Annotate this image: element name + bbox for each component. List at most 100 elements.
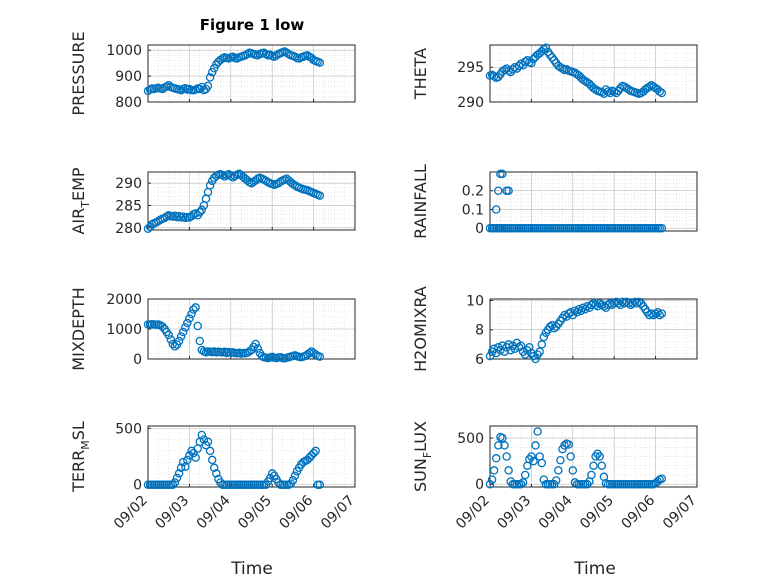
- series: [485, 169, 667, 233]
- data-point: [315, 58, 325, 67]
- data-point: [504, 186, 513, 195]
- y-axis-label: SUNFLUX: [411, 421, 434, 492]
- data-point: [539, 44, 549, 54]
- data-point: [527, 452, 536, 461]
- y-tick-label: 500: [115, 421, 142, 437]
- x-tick-label: 09/04: [536, 492, 576, 532]
- data-point: [603, 87, 613, 96]
- y-tick-label: 0.1: [462, 202, 484, 218]
- data-point: [645, 310, 654, 320]
- data-point: [498, 433, 507, 443]
- data-point: [504, 223, 513, 233]
- data-point: [537, 458, 547, 468]
- data-point: [533, 427, 542, 436]
- x-tick-label: 09/05: [235, 493, 275, 533]
- data-point: [162, 82, 171, 91]
- x-tick-label: 09/05: [577, 493, 617, 533]
- data-point: [170, 342, 180, 351]
- data-point: [207, 455, 217, 465]
- data-point: [178, 327, 188, 337]
- data-point: [514, 61, 524, 71]
- data-point: [609, 87, 619, 96]
- data-point: [199, 435, 209, 444]
- data-point: [197, 430, 207, 440]
- data-point: [655, 87, 664, 96]
- y-tick-label: 0: [133, 478, 142, 494]
- y-axis-label: PRESSURE: [69, 31, 88, 115]
- data-point: [203, 437, 213, 447]
- data-point: [491, 454, 501, 463]
- data-point: [489, 344, 499, 354]
- data-point: [504, 66, 513, 75]
- data-point: [494, 186, 503, 195]
- data-point: [290, 471, 300, 480]
- data-point: [657, 223, 667, 233]
- y-tick-label: 285: [115, 198, 142, 214]
- data-point: [520, 350, 530, 359]
- data-point: [205, 181, 215, 190]
- data-point: [609, 299, 619, 308]
- y-axis-label: THETA: [411, 48, 430, 100]
- data-point: [209, 463, 219, 473]
- data-point: [253, 344, 262, 353]
- x-axis-label-right: Time: [573, 559, 616, 579]
- data-point: [500, 347, 509, 356]
- data-point: [164, 330, 173, 340]
- axes-frame: [147, 171, 356, 231]
- data-point: [516, 59, 526, 69]
- data-point: [500, 441, 509, 450]
- x-tick-label: 09/03: [152, 493, 192, 533]
- data-point: [245, 347, 254, 356]
- y-tick-label: 10: [466, 293, 484, 309]
- data-point: [251, 339, 260, 349]
- y-tick-label: 500: [457, 431, 484, 447]
- data-point: [178, 212, 188, 221]
- data-point: [537, 340, 547, 349]
- data-point: [551, 476, 561, 485]
- series: [485, 43, 667, 98]
- data-point: [616, 83, 625, 93]
- y-tick-label: 1000: [106, 43, 142, 59]
- data-point: [315, 191, 325, 200]
- subplot-1: 800 900 1000 PRESSURE: [69, 31, 356, 116]
- y-tick-label: 290: [457, 95, 484, 111]
- series: [143, 303, 325, 363]
- data-point: [504, 340, 513, 349]
- axes-frame: [489, 425, 698, 488]
- data-point: [187, 309, 196, 319]
- data-point: [578, 303, 588, 313]
- x-tick-label: 09/06: [619, 492, 659, 532]
- data-point: [628, 299, 638, 308]
- data-point: [587, 300, 596, 310]
- data-point: [168, 480, 178, 489]
- data-point: [176, 332, 186, 341]
- data-point: [243, 49, 252, 59]
- axes-frame: [489, 44, 698, 103]
- data-point: [630, 297, 640, 307]
- data-point: [554, 61, 563, 71]
- subplot-8: 0 500 09/02 09/03 09/04 09/05 09/06 09/07 SUNFLU…: [411, 421, 700, 532]
- data-point: [525, 343, 534, 352]
- data-point: [191, 453, 200, 462]
- data-point: [643, 83, 652, 93]
- data-point: [498, 169, 507, 179]
- x-axis-label-left: Time: [230, 559, 273, 579]
- x-tick-label: 09/06: [277, 492, 317, 532]
- data-point: [531, 441, 540, 450]
- data-point: [309, 448, 318, 458]
- data-point: [520, 57, 530, 66]
- data-point: [195, 336, 205, 346]
- data-point: [535, 347, 544, 356]
- data-point: [212, 469, 221, 478]
- y-axis-label: TERRMSL: [69, 421, 92, 493]
- data-point: [578, 75, 588, 85]
- data-point: [267, 469, 277, 478]
- data-point: [195, 84, 205, 94]
- data-point: [564, 440, 573, 449]
- data-point: [195, 207, 205, 217]
- data-point: [657, 474, 667, 483]
- subplot-7: 0 500 09/02 09/03 09/04 09/05 09/06 09/07 TERRMS…: [69, 421, 358, 532]
- x-tick-label: 09/07: [660, 493, 700, 533]
- data-point: [203, 81, 213, 91]
